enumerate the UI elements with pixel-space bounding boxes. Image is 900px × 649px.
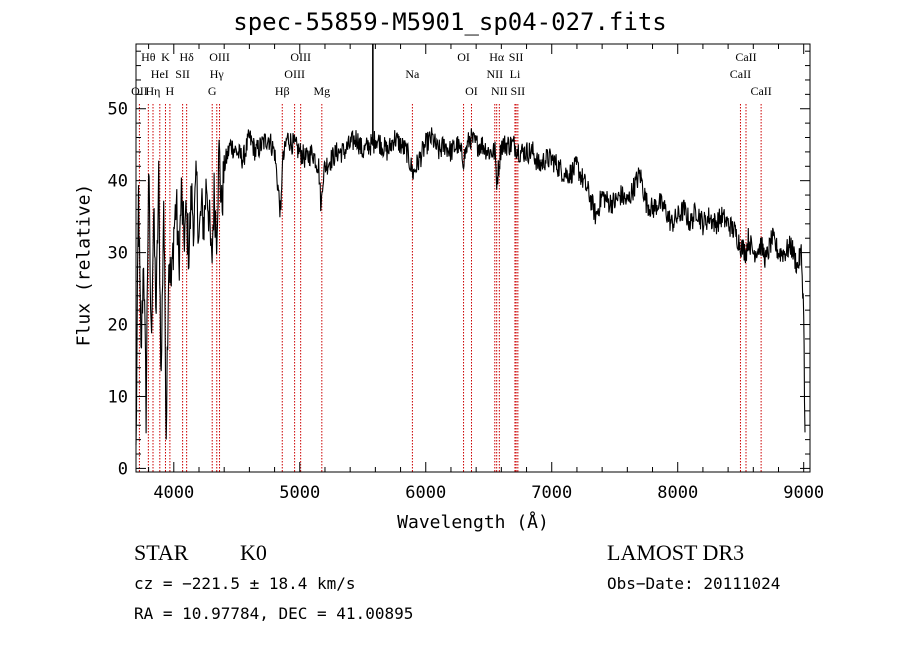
- redshift-velocity: cz = −221.5 ± 18.4 km/s: [134, 574, 356, 593]
- chart-title: spec-55859-M5901_sp04-027.fits: [233, 8, 667, 36]
- flux-series: [135, 44, 806, 446]
- y-tick-label: 40: [108, 172, 128, 192]
- observation-date: Obs−Date: 20111024: [607, 574, 781, 593]
- y-axis-label: Flux (relative): [73, 183, 95, 347]
- y-tick-label: 20: [108, 316, 128, 336]
- emission-line-label: Hγ: [210, 67, 225, 81]
- x-tick-label: 9000: [783, 483, 824, 503]
- emission-line-label: Mg: [313, 84, 330, 98]
- emission-line-label: G: [208, 84, 217, 98]
- emission-line-label: Na: [405, 67, 420, 81]
- x-tick-label: 4000: [153, 483, 194, 503]
- emission-line-label: CaII: [735, 50, 756, 64]
- emission-line-label: SII: [511, 84, 526, 98]
- emission-line-label: Hη: [146, 84, 161, 98]
- x-tick-label: 6000: [405, 483, 446, 503]
- coordinates: RA = 10.97784, DEC = 41.00895: [134, 604, 414, 623]
- emission-line-label: K: [161, 50, 170, 64]
- emission-line-label: SII: [175, 67, 190, 81]
- emission-line-label: Li: [510, 67, 521, 81]
- emission-line-label: Hα: [489, 50, 505, 64]
- emission-line-label: NII: [491, 84, 508, 98]
- emission-line-label: OII: [131, 84, 148, 98]
- emission-line-label: Hβ: [275, 84, 290, 98]
- emission-line-label: SII: [509, 50, 524, 64]
- x-tick-label: 8000: [657, 483, 698, 503]
- emission-line-label: OI: [457, 50, 470, 64]
- y-tick-label: 0: [118, 459, 128, 479]
- emission-line-label: OIII: [209, 50, 230, 64]
- emission-line-label: OI: [465, 84, 478, 98]
- emission-line-label: OIII: [284, 67, 305, 81]
- emission-line-label: OIII: [290, 50, 311, 64]
- x-tick-label: 7000: [531, 483, 572, 503]
- emission-line-label: H: [166, 84, 175, 98]
- emission-line-label: Hθ: [141, 50, 156, 64]
- y-tick-label: 50: [108, 100, 128, 120]
- x-tick-label: 5000: [279, 483, 320, 503]
- y-tick-label: 10: [108, 387, 128, 407]
- x-axis-label: Wavelength (Å): [397, 512, 549, 533]
- emission-line-label: HeI: [151, 67, 169, 81]
- emission-line-label: Hδ: [179, 50, 194, 64]
- emission-line-label: CaII: [750, 84, 771, 98]
- object-class: STAR: [134, 540, 189, 565]
- survey-name: LAMOST DR3: [607, 540, 745, 565]
- object-subclass: K0: [240, 540, 267, 565]
- emission-line-label: NII: [486, 67, 503, 81]
- x-axis-ticks: 4000 5000 6000 7000 8000 9000: [148, 44, 824, 503]
- flux-line: [135, 127, 806, 446]
- plot-frame: [135, 43, 811, 473]
- y-axis-ticks: 0 10 20 30 40 50: [108, 50, 810, 479]
- emission-line-label: CaII: [730, 67, 751, 81]
- y-tick-label: 30: [108, 244, 128, 264]
